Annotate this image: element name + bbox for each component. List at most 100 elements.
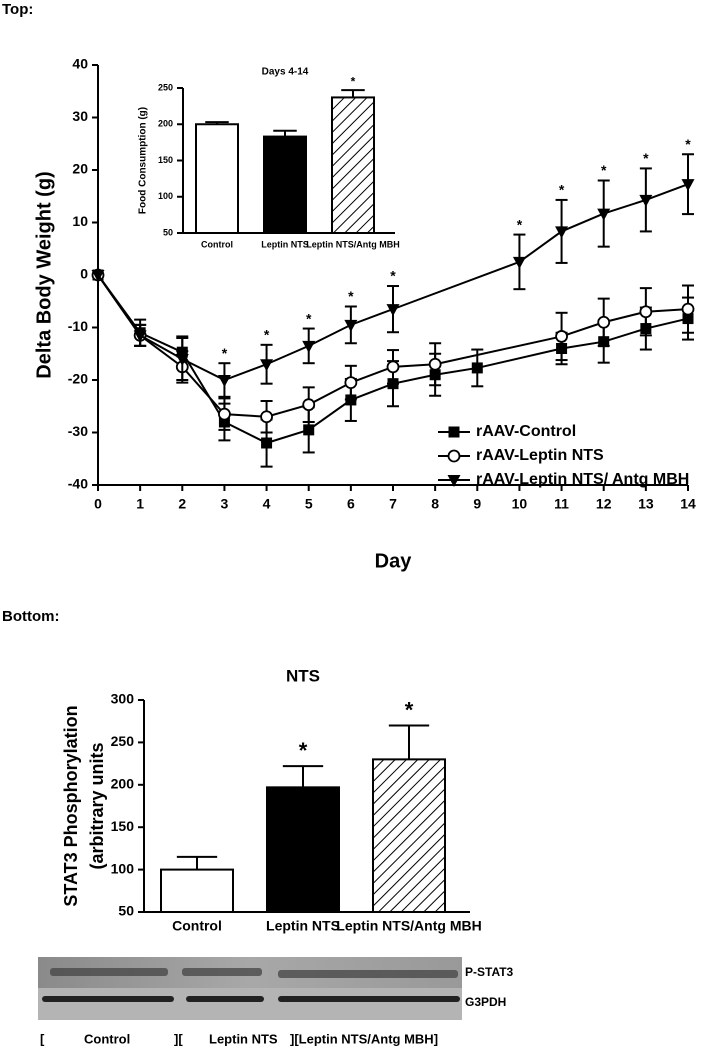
significance-label: *: [264, 327, 270, 343]
point: [512, 256, 526, 269]
error-bar: [388, 724, 430, 760]
x-tick-label: 4: [263, 496, 271, 512]
blot-strip: [38, 988, 462, 1020]
point: [555, 226, 569, 239]
x-tick-label: Leptin NTS: [261, 239, 309, 249]
significance-label: *: [405, 697, 414, 722]
significance-label: *: [390, 268, 396, 284]
y-axis-label: STAT3 Phosphorylation: [61, 705, 81, 906]
series-line: [97, 274, 689, 445]
western-blot: [38, 957, 462, 1020]
y-tick-label: 10: [72, 213, 88, 229]
point: [175, 354, 189, 366]
lane-label: [: [40, 1031, 45, 1046]
chart-title: NTS: [286, 666, 320, 685]
x-tick-label: 11: [554, 496, 569, 512]
point: [681, 302, 695, 316]
bar: [195, 123, 239, 234]
lane-label: ][Leptin NTS/Antg MBH]: [290, 1031, 438, 1046]
significance-label: *: [559, 182, 565, 198]
x-tick-label: Control: [172, 918, 222, 934]
legend-marker: [447, 475, 461, 487]
point: [217, 375, 231, 387]
point: [303, 424, 315, 436]
legend-marker: [448, 426, 460, 438]
y-tick-label: 100: [111, 860, 135, 876]
x-tick-label: 5: [305, 496, 313, 512]
y-axis-label: Food Consumption (g): [138, 107, 149, 214]
point: [639, 305, 653, 319]
y-tick-label: -10: [68, 318, 88, 334]
x-tick-label: 9: [473, 496, 481, 512]
point: [471, 362, 483, 374]
y-axis-label: Delta Body Weight (g): [33, 171, 55, 378]
legend-label: rAAV-Leptin NTS: [476, 447, 604, 464]
y-tick-label: 150: [158, 155, 173, 165]
legend-label: rAAV-Control: [476, 423, 576, 440]
significance-label: *: [601, 162, 607, 178]
y-tick-label: 150: [111, 818, 135, 834]
significance-label: *: [299, 738, 308, 763]
x-tick-label: 2: [178, 496, 186, 512]
significance-label: *: [306, 310, 312, 326]
point: [344, 319, 358, 332]
significance-label: *: [222, 345, 228, 361]
y-tick-label: 50: [163, 227, 173, 237]
error-bar: [176, 855, 218, 870]
lane-label: Control: [84, 1031, 130, 1046]
x-axis-label: Day: [375, 550, 413, 572]
chart-title: Days 4-14: [262, 67, 309, 78]
y-tick-label: 250: [111, 733, 135, 749]
point: [91, 270, 105, 282]
point: [597, 315, 611, 329]
panel-label: Top:: [2, 1, 33, 18]
x-tick-label: 7: [389, 496, 397, 512]
bar: [263, 135, 307, 234]
y-tick-label: 30: [72, 108, 88, 124]
point: [597, 208, 611, 221]
lane-label: Leptin NTS: [209, 1031, 278, 1046]
bar: [160, 868, 234, 913]
point: [218, 407, 231, 421]
y-tick-label: 100: [158, 191, 173, 201]
y-tick-label: 200: [111, 776, 135, 792]
significance-label: *: [685, 136, 691, 152]
error-bar: [282, 765, 324, 788]
y-tick-label: 50: [118, 903, 134, 919]
blot-label: P-STAT3: [465, 965, 514, 979]
point: [261, 437, 273, 449]
significance-label: *: [348, 288, 354, 304]
point: [302, 340, 316, 353]
point: [344, 376, 358, 390]
x-tick-label: 10: [512, 496, 528, 512]
point: [302, 398, 316, 412]
panel-label: Bottom:: [2, 608, 59, 625]
x-tick-label: Leptin NTS/Antg MBH: [336, 918, 481, 934]
blot-label: G3PDH: [465, 995, 506, 1009]
point: [639, 194, 653, 207]
bar: [266, 786, 340, 913]
significance-label: *: [517, 216, 523, 232]
y-tick-label: 0: [80, 266, 88, 282]
y-axis-label: (arbitrary units: [87, 742, 107, 869]
x-tick-label: 0: [94, 496, 102, 512]
y-tick-label: 300: [111, 691, 135, 707]
x-tick-label: 1: [136, 496, 144, 512]
point: [386, 304, 400, 317]
significance-label: *: [643, 150, 649, 166]
y-tick-label: 20: [72, 161, 88, 177]
significance-label: *: [351, 74, 356, 88]
y-tick-label: -20: [68, 371, 88, 387]
bar: [331, 96, 375, 234]
x-tick-label: 3: [221, 496, 229, 512]
point: [260, 359, 274, 372]
x-tick-label: 13: [638, 496, 654, 512]
y-tick-label: 200: [158, 119, 173, 129]
legend-marker: [447, 449, 461, 463]
point: [428, 357, 442, 371]
x-tick-label: Control: [201, 239, 233, 249]
x-tick-label: Leptin NTS/Antg MBH: [306, 239, 400, 249]
point: [133, 330, 147, 343]
